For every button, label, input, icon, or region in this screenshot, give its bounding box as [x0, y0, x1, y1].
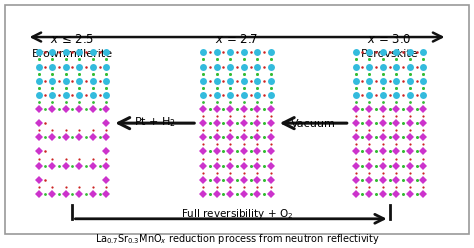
Text: Perovskite: Perovskite: [361, 49, 419, 59]
Text: Vacuum: Vacuum: [291, 119, 336, 129]
Text: La$_{0.7}$Sr$_{0.3}$MnO$_x$ reduction process from neutron reflectivity: La$_{0.7}$Sr$_{0.3}$MnO$_x$ reduction pr…: [94, 232, 380, 246]
Text: $x$ = 2.7: $x$ = 2.7: [215, 33, 259, 46]
Text: Full reversibility + O$_2$: Full reversibility + O$_2$: [181, 207, 293, 221]
Text: $x$ ≤ 2.5: $x$ ≤ 2.5: [50, 33, 95, 46]
Text: Pt + H$_2$: Pt + H$_2$: [134, 115, 176, 129]
Text: $x$ = 3.0: $x$ = 3.0: [367, 33, 412, 46]
Text: Brownmillerite: Brownmillerite: [32, 49, 113, 59]
